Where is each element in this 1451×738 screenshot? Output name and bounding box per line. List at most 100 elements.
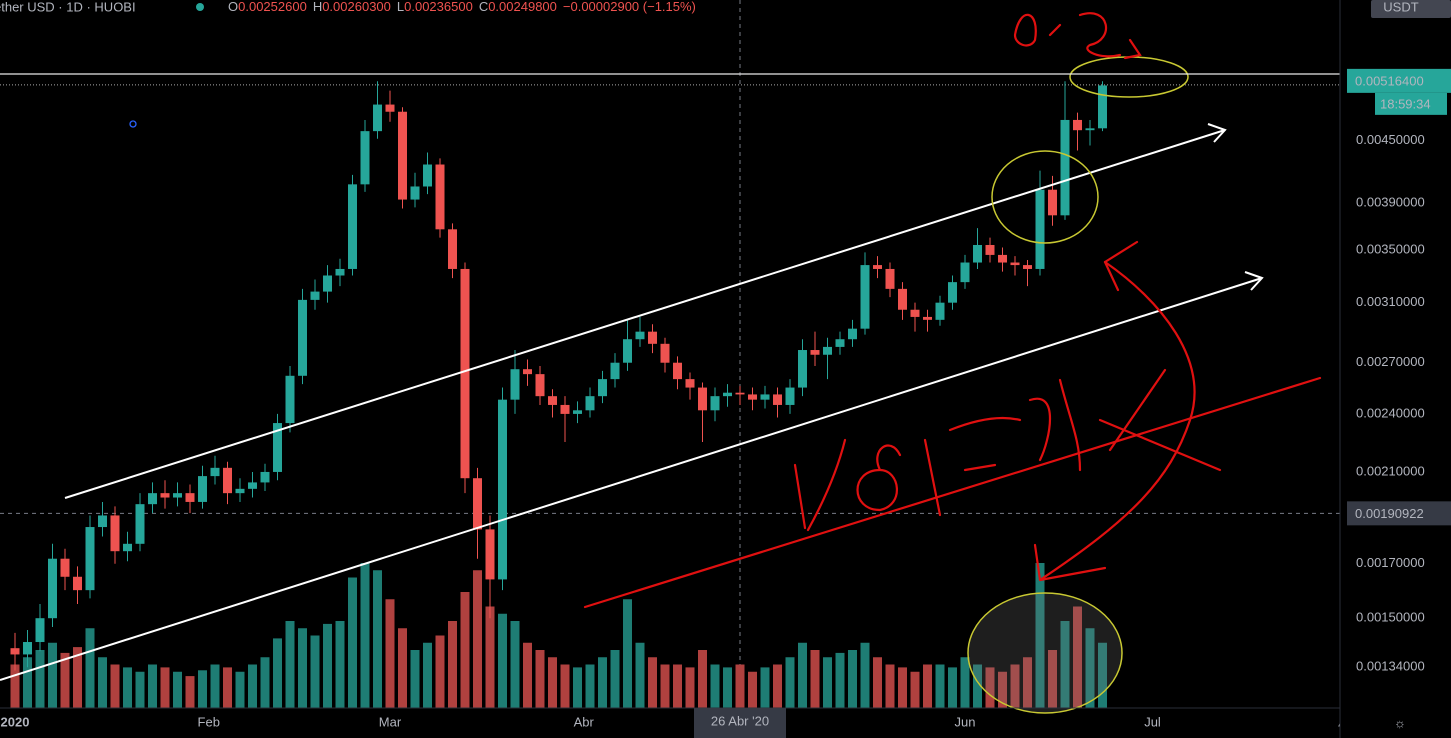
y-tick-label: 0.00134000 (1356, 659, 1425, 674)
candle-body (98, 515, 107, 528)
volume-bar (723, 667, 732, 708)
highlight-ellipse (991, 150, 1099, 244)
volume-bar (748, 671, 757, 708)
candle-body (698, 387, 707, 411)
y-tick-label: 0.00150000 (1356, 610, 1425, 625)
volume-bar (273, 638, 282, 708)
currency: USDT (1383, 0, 1418, 14)
candle-body (1085, 128, 1095, 131)
candle-body (535, 374, 545, 397)
volume-bar (673, 664, 682, 708)
volume-bar (1073, 606, 1082, 708)
y-tick-label: 0.00350000 (1356, 241, 1425, 256)
volume-bar (935, 664, 945, 708)
volume-bar (23, 657, 32, 708)
volume-bar (98, 657, 107, 708)
volume-bar (1010, 664, 1020, 708)
volume-bar (10, 664, 20, 708)
volume-bar (823, 657, 832, 708)
candle-body (998, 254, 1007, 263)
candle-body (823, 346, 832, 355)
candle-body (623, 339, 632, 363)
candle-body (798, 350, 807, 388)
volume-bar (398, 628, 407, 708)
candle-body (173, 493, 182, 498)
candle-body (885, 268, 895, 289)
candle-body (948, 282, 957, 303)
volume-bar (285, 621, 295, 708)
volume-bar (810, 650, 820, 708)
candle-body (148, 493, 157, 505)
volume-bar (298, 628, 307, 708)
volume-bar (85, 628, 95, 708)
volume-bar (423, 642, 432, 708)
candle-body (398, 111, 407, 200)
volume-bar (510, 621, 520, 708)
volume-bar (973, 664, 982, 708)
volume-bar (710, 664, 720, 708)
volume-bar (623, 599, 632, 708)
candle-body (1073, 119, 1082, 131)
candle-body (660, 343, 670, 363)
volume-bar (435, 635, 445, 708)
x-tick-label: Abr (574, 714, 595, 729)
candle-body (260, 471, 270, 483)
volume-bar (485, 606, 495, 708)
candle-body (710, 396, 720, 411)
countdown-box (1375, 92, 1447, 115)
ohlc-key: C (479, 0, 488, 14)
volume-bar (323, 623, 332, 708)
volume-bar (123, 667, 132, 708)
settings-icon[interactable]: ☼ (1394, 715, 1406, 730)
volume-bar (185, 676, 195, 708)
candle-body (898, 288, 907, 310)
volume-bar (885, 664, 895, 708)
candle-body (248, 482, 257, 489)
candle-body (85, 527, 95, 591)
candle-body (373, 104, 382, 132)
volume-bar (198, 670, 207, 708)
candle-body (198, 476, 207, 502)
volume-bar (535, 650, 545, 708)
volume-bar (860, 642, 870, 708)
volume-bar (848, 650, 857, 708)
y-tick-label: 0.00240000 (1356, 405, 1425, 420)
volume-bar (210, 664, 220, 708)
ohlc-key: L (397, 0, 404, 14)
volume-bar (523, 642, 532, 708)
candle-body (185, 493, 195, 502)
candle-body (685, 379, 695, 388)
candle-body (285, 375, 295, 424)
candle-body (448, 229, 457, 269)
volume-bar (923, 664, 932, 708)
candle-body (273, 423, 282, 472)
candle-body (210, 467, 220, 477)
candle-body (48, 558, 57, 619)
countdown: 18:59:34 (1380, 96, 1431, 111)
candle-body (510, 369, 520, 400)
volume-bar (898, 667, 907, 708)
y-tick-label: 0.00390000 (1356, 194, 1425, 209)
x-tick-label: Feb (198, 714, 220, 729)
status-dot (196, 3, 204, 11)
volume-bar (35, 650, 45, 708)
candle-body (1048, 189, 1057, 216)
y-tick-label: 0.00310000 (1356, 294, 1425, 309)
volume-bar (310, 635, 320, 708)
volume-bar (248, 664, 257, 708)
candle-body (123, 543, 132, 552)
volume-bar (223, 667, 232, 708)
ohlc-readout: O0.00252600 H0.00260300 L0.00236500 C0.0024… (228, 0, 696, 14)
candle-body (473, 478, 482, 530)
candle-body (785, 387, 795, 405)
symbol-title: ether USD · 1D · HUOBI (0, 0, 136, 14)
candle-body (773, 394, 782, 405)
volume-bar (635, 642, 645, 708)
y-tick-label: 0.00170000 (1356, 555, 1425, 570)
volume-bar (235, 671, 245, 708)
highlight-ellipse (967, 592, 1123, 714)
volume-bar (360, 563, 370, 708)
candle-body (585, 396, 595, 411)
volume-bar (685, 667, 695, 708)
